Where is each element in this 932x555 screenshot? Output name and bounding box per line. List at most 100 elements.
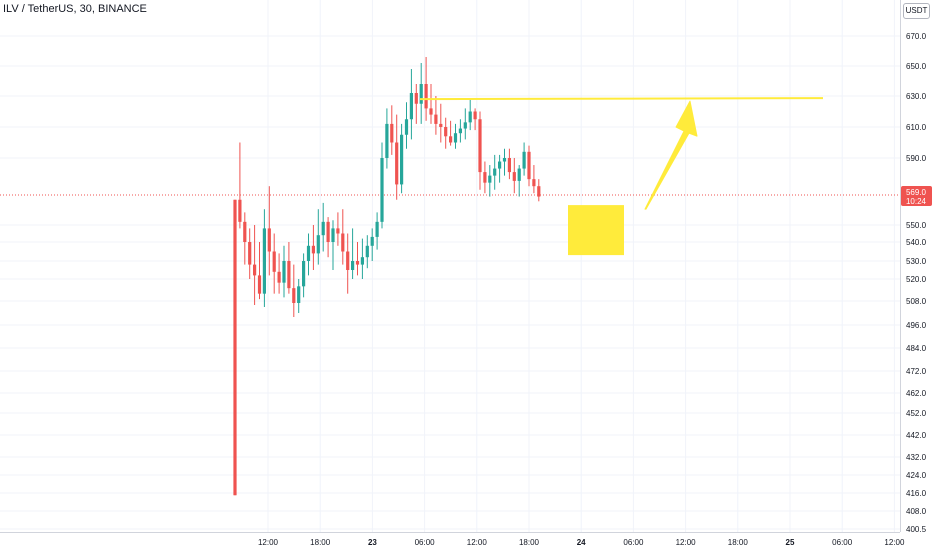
candle-body[interactable] [390, 123, 394, 143]
candle-body[interactable] [331, 228, 335, 242]
candle-body[interactable] [326, 221, 330, 242]
x-tick-label[interactable]: 23 [368, 538, 377, 547]
x-tick-label[interactable]: 18:00 [310, 538, 331, 547]
candle-body[interactable] [346, 251, 350, 271]
annotations-front[interactable] [419, 97, 824, 210]
x-tick-label[interactable]: 06:00 [832, 538, 853, 547]
x-tick-label[interactable]: 06:00 [623, 538, 644, 547]
candle-body[interactable] [262, 228, 266, 294]
annotations-back[interactable] [568, 205, 624, 256]
y-tick-label[interactable]: 650.0 [906, 62, 927, 71]
candle-body[interactable] [404, 119, 409, 135]
y-tick-label[interactable]: 630.0 [906, 92, 927, 101]
candle-body[interactable] [233, 199, 237, 496]
candle-body[interactable] [277, 271, 281, 283]
y-tick-label[interactable]: 424.0 [906, 471, 927, 480]
candle-body[interactable] [292, 288, 296, 303]
target-horizontal-line[interactable] [419, 97, 824, 101]
candle-body[interactable] [380, 158, 384, 222]
candle-body[interactable] [311, 245, 315, 254]
candle-body[interactable] [321, 221, 325, 236]
candle-body[interactable] [532, 179, 536, 187]
y-tick-label[interactable]: 530.0 [906, 257, 927, 266]
candle-body[interactable] [414, 93, 418, 104]
candle-body[interactable] [395, 142, 399, 185]
candle-body[interactable] [419, 84, 423, 104]
candle-body[interactable] [355, 261, 360, 265]
candle-body[interactable] [429, 108, 433, 115]
candle-body[interactable] [444, 127, 448, 137]
candle-body[interactable] [507, 158, 511, 173]
candles[interactable] [233, 57, 541, 496]
candle-body[interactable] [272, 251, 276, 272]
y-tick-label[interactable]: 670.0 [906, 32, 927, 41]
y-tick-label[interactable]: 520.0 [906, 275, 927, 284]
y-tick-label[interactable]: 540.0 [906, 238, 927, 247]
y-tick-label[interactable]: 508.0 [906, 297, 927, 306]
y-tick-label[interactable]: 590.0 [906, 154, 927, 163]
candle-body[interactable] [473, 111, 477, 120]
x-tick-label[interactable]: 12:00 [884, 538, 905, 547]
candle-body[interactable] [365, 245, 369, 258]
candle-body[interactable] [400, 134, 404, 185]
candle-body[interactable] [360, 257, 364, 265]
y-tick-label[interactable]: 442.0 [906, 431, 927, 440]
y-tick-label[interactable]: 408.0 [906, 507, 927, 516]
y-tick-label[interactable]: 550.0 [906, 221, 927, 230]
candle-body[interactable] [409, 93, 413, 120]
x-tick-label[interactable]: 25 [786, 538, 795, 547]
candle-body[interactable] [257, 275, 262, 294]
candle-body[interactable] [302, 261, 306, 287]
candle-body[interactable] [537, 186, 541, 197]
candle-body[interactable] [522, 151, 526, 169]
candle-body[interactable] [424, 84, 428, 109]
y-tick-label[interactable]: 416.0 [906, 489, 927, 498]
y-tick-label[interactable]: 462.0 [906, 389, 927, 398]
candle-body[interactable] [453, 133, 458, 143]
candle-body[interactable] [375, 221, 379, 237]
candle-body[interactable] [493, 168, 497, 176]
x-tick-label[interactable]: 18:00 [519, 538, 540, 547]
candle-body[interactable] [267, 228, 271, 252]
x-tick-label[interactable]: 12:00 [258, 538, 279, 547]
candle-body[interactable] [316, 235, 320, 254]
candle-body[interactable] [458, 128, 462, 134]
x-tick-label[interactable]: 24 [577, 538, 586, 547]
candle-body[interactable] [434, 114, 438, 124]
candle-body[interactable] [463, 122, 467, 129]
y-tick-label[interactable]: 432.0 [906, 453, 927, 462]
x-axis-ticks[interactable]: 12:00 18:00 23 06:00 12:00 18:00 24 06:00 12:00 1… [258, 538, 905, 547]
candle-body[interactable] [336, 228, 340, 234]
candle-body[interactable] [483, 172, 487, 183]
candle-body[interactable] [517, 168, 521, 181]
candle-body[interactable] [449, 136, 453, 143]
candle-body[interactable] [306, 245, 311, 261]
candle-body[interactable] [248, 242, 252, 265]
candle-body[interactable] [282, 261, 286, 283]
annotation-arrow[interactable] [644, 100, 698, 210]
candle-body[interactable] [502, 158, 507, 162]
candle-body[interactable] [527, 151, 531, 180]
y-tick-label[interactable]: 496.0 [906, 321, 927, 330]
y-tick-label[interactable]: 452.0 [906, 409, 927, 418]
candle-body[interactable] [439, 123, 443, 127]
y-axis-ticks[interactable]: 670.0 650.0 630.0 610.0 590.0 550.0 540.0 530.0… [906, 32, 927, 534]
y-tick-label[interactable]: 610.0 [906, 123, 927, 132]
candle-body[interactable] [488, 175, 492, 183]
candle-body[interactable] [498, 161, 502, 169]
x-tick-label[interactable]: 12:00 [467, 538, 488, 547]
candle-body[interactable] [297, 286, 301, 303]
candle-body[interactable] [341, 233, 345, 252]
x-tick-label[interactable]: 06:00 [415, 538, 436, 547]
candle-body[interactable] [287, 261, 291, 289]
x-tick-label[interactable]: 18:00 [728, 538, 749, 547]
candle-body[interactable] [468, 111, 472, 123]
candle-body[interactable] [243, 221, 247, 242]
y-tick-label[interactable]: 472.0 [906, 367, 927, 376]
y-tick-label[interactable]: 400.5 [906, 525, 927, 534]
y-tick-label[interactable]: 484.0 [906, 344, 927, 353]
annotation-box[interactable] [568, 205, 624, 256]
candle-body[interactable] [238, 199, 242, 222]
